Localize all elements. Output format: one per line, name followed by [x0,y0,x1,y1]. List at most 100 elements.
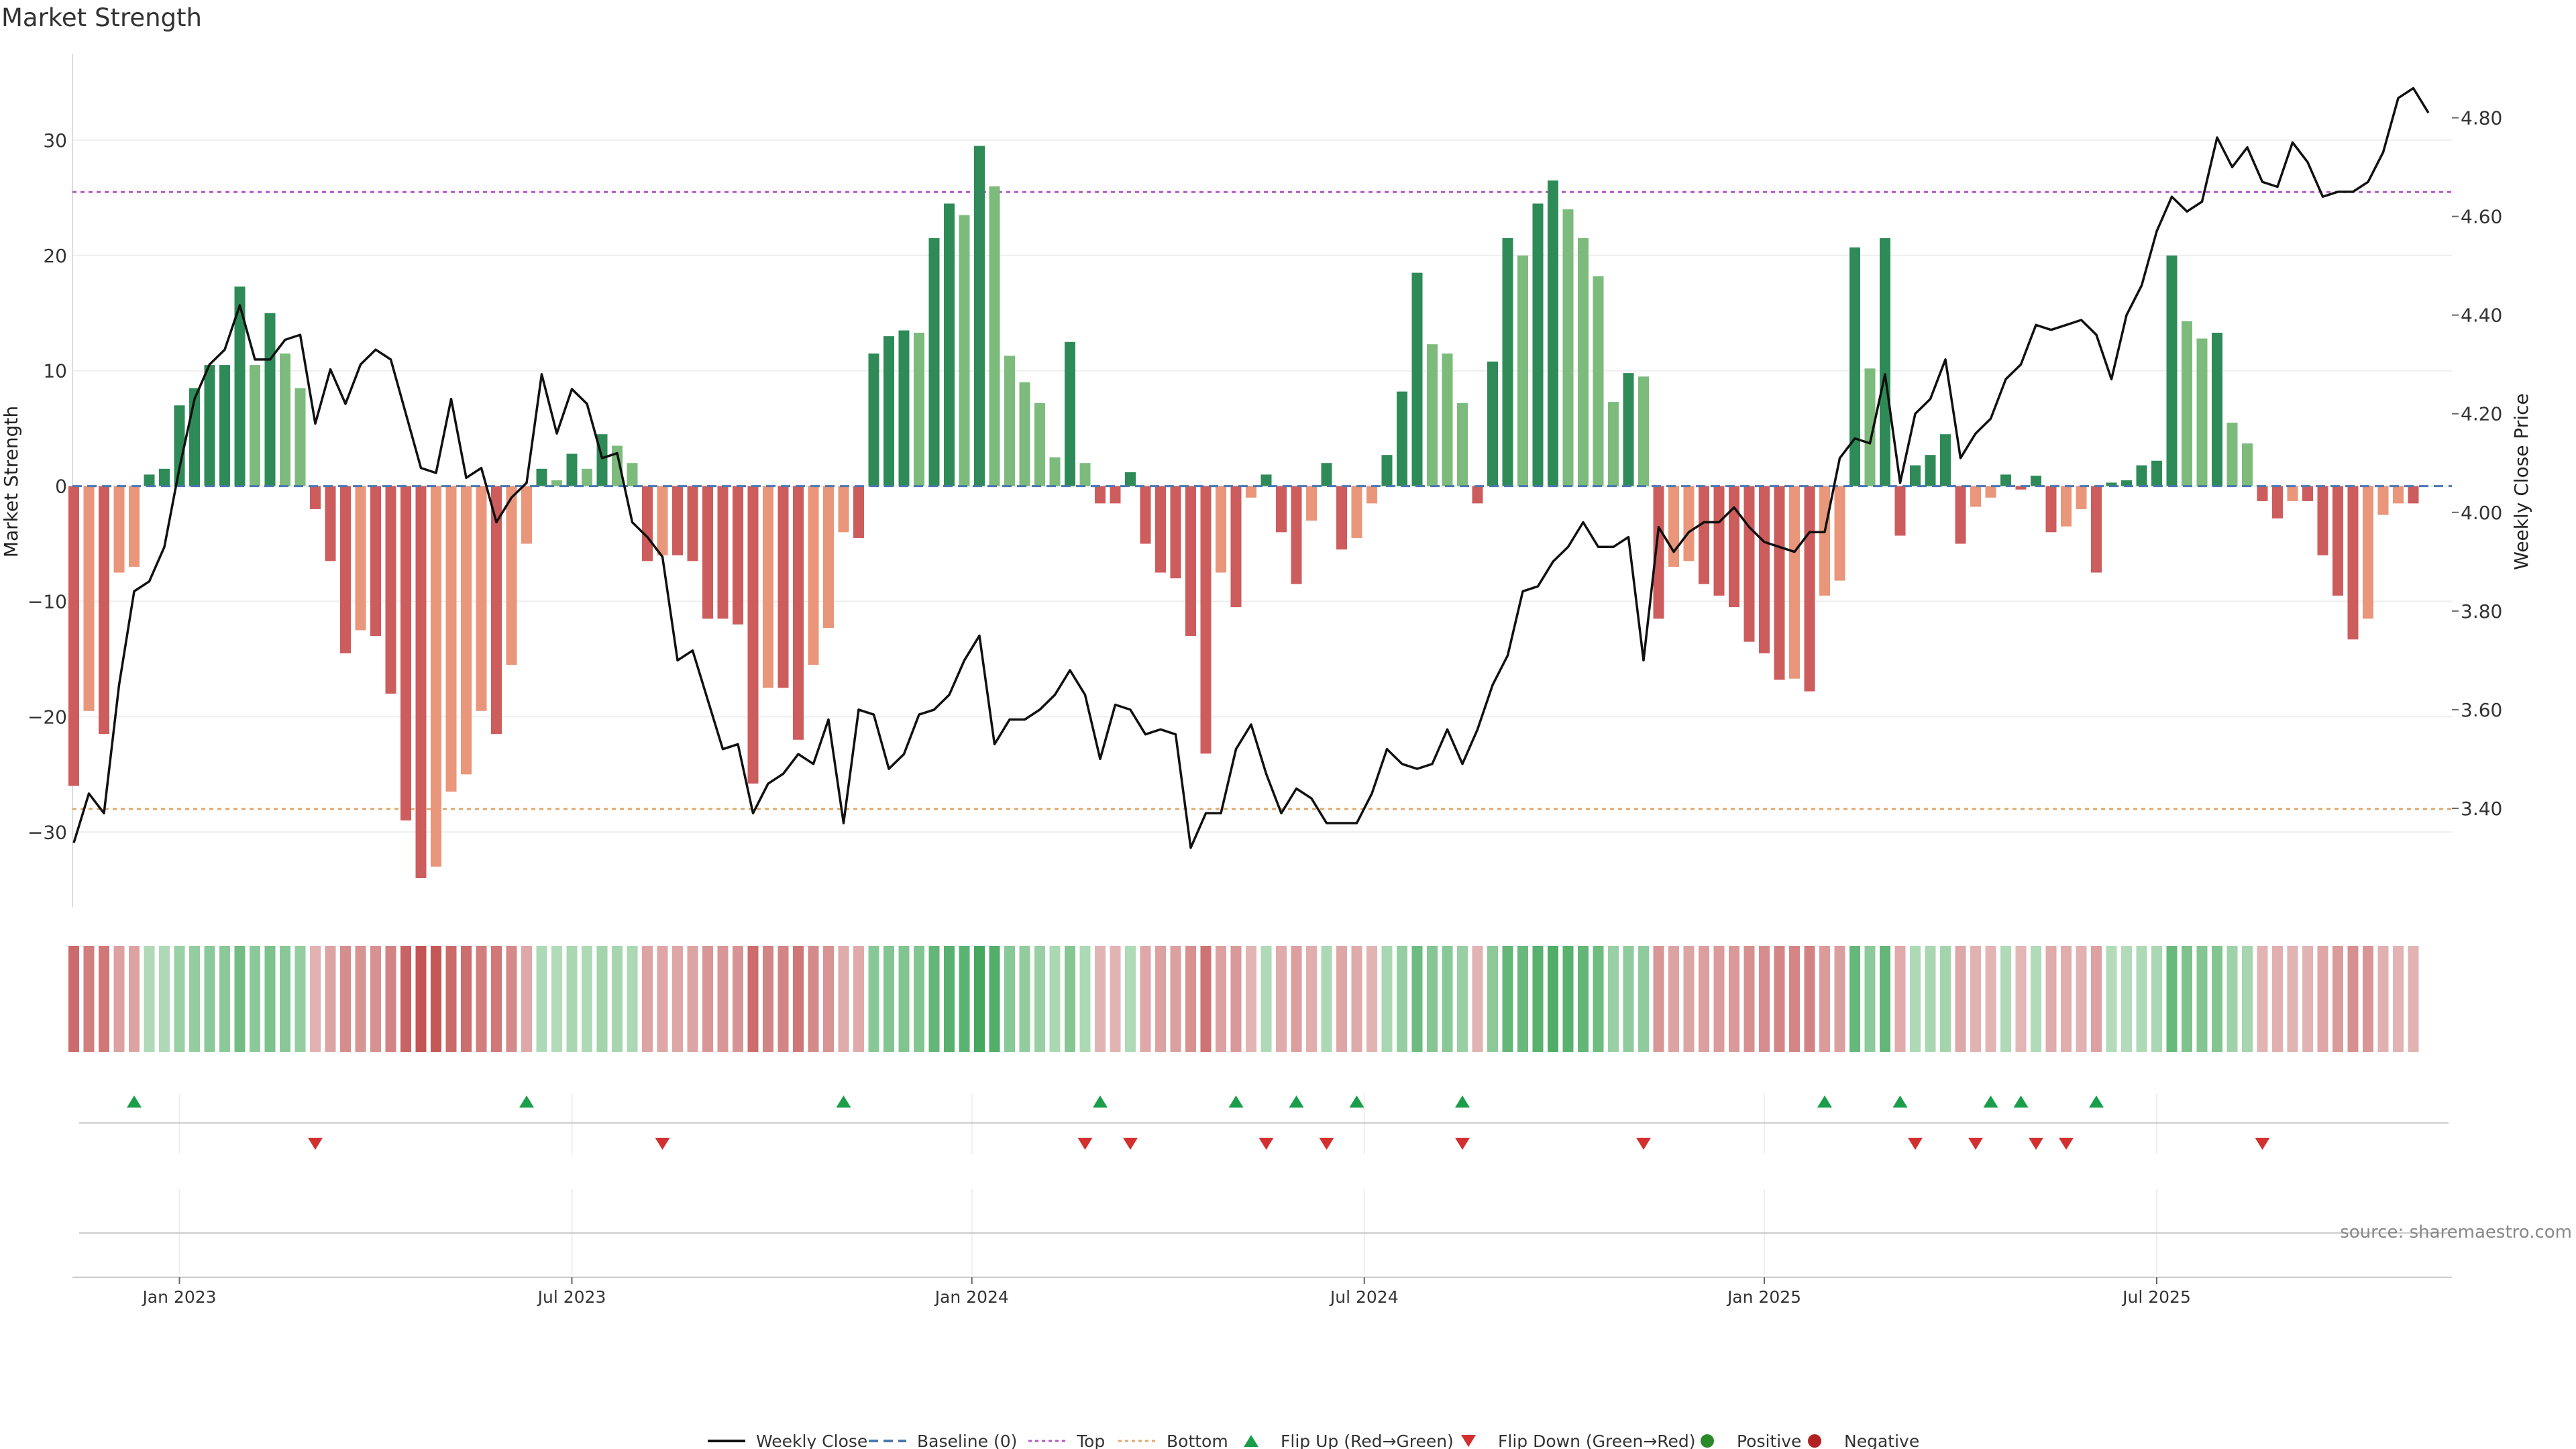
x-tick-label: Jul 2023 [537,1287,606,1307]
strength-bar [431,486,441,867]
strength-bar [2332,486,2343,596]
heat-cell [1699,946,1709,1052]
heat-cell [1894,946,1906,1052]
heat-cell [2015,946,2027,1052]
strength-bar [853,486,864,538]
strength-bar [747,486,759,784]
strength-bar [1276,486,1287,533]
strength-bar [1955,486,1966,544]
legend-circle-icon [1808,1434,1821,1448]
x-tick-label: Jan 2025 [1726,1287,1801,1307]
strength-bar [2347,486,2359,640]
heat-cell [1940,946,1951,1052]
strength-bar [476,486,487,711]
heat-cell [68,946,79,1052]
heat-cell [944,946,955,1052]
heat-cell [1411,946,1423,1052]
heat-cell [1487,946,1498,1052]
strength-bar [1321,463,1332,486]
weekly-close-series [72,87,2430,849]
heat-cell [808,946,819,1052]
heat-cell [83,946,95,1052]
strength-bar [883,336,894,486]
chart-title: Market Strength [1,3,202,32]
strength-bar [808,486,819,665]
strength-bar [1683,486,1695,561]
heat-cell [2393,946,2404,1052]
y2-tick-label: 4.40 [2461,305,2502,327]
strength-bar [1502,238,1513,486]
heat-cell [717,946,729,1052]
heat-cell [385,946,396,1052]
strength-bar [777,486,789,688]
heat-cell [264,946,276,1052]
strength-bar [204,365,215,486]
heat-cell [551,946,562,1052]
heat-cell [672,946,683,1052]
y2-tick-label: 4.20 [2461,403,2502,425]
heat-cell [687,946,698,1052]
strength-heat-strip [68,946,2419,1052]
heat-cell [1004,946,1015,1052]
heat-cell [989,946,1000,1052]
legend: Weekly Close Baseline (0) Top Bottom Flip Up… [708,1432,1919,1449]
heat-cell [657,946,668,1052]
legend-label: Negative [1844,1432,1919,1449]
source-note: source: sharemaestro.com [2340,1222,2572,1242]
heat-cell [763,946,773,1052]
heat-cell [2226,946,2238,1052]
strength-bar [974,146,985,486]
strength-bar [989,186,1000,486]
heat-cell [1925,946,1936,1052]
strength-bar [1487,361,1498,486]
strength-bar [1562,209,1574,486]
strength-bar [1699,486,1709,584]
heat-cell [431,946,441,1052]
strength-bar [1517,255,1528,486]
heat-cell [1789,946,1800,1052]
strength-bar [2091,486,2102,573]
strength-bar [1185,486,1196,637]
heat-cell [461,946,472,1052]
strength-bar [1532,203,1544,486]
heat-cell [1170,946,1181,1052]
strength-bar [763,486,773,688]
strength-bar [2242,443,2253,486]
strength-bar [1593,276,1604,486]
heat-cell [1834,946,1845,1052]
legend-label: Weekly Close [756,1432,867,1449]
heat-cell [189,946,200,1052]
strength-bar [551,480,562,486]
heat-cell [1457,946,1468,1052]
heat-cell [99,946,109,1052]
heat-cell [506,946,517,1052]
heat-cell [1729,946,1739,1052]
strength-bar [2151,460,2162,486]
strength-bar [1880,238,1890,486]
strength-bar [2182,321,2192,486]
heat-cell [445,946,457,1052]
strength-bar [1834,486,1845,581]
flip-up-marker [1228,1095,1244,1108]
heat-cell [898,946,910,1052]
flip-up-marker [1817,1095,1832,1108]
heat-cell [1623,946,1634,1052]
strength-bar [159,468,170,486]
heat-cell [1049,946,1061,1052]
strength-bar [1442,353,1453,486]
flip-down-marker [1077,1138,1093,1150]
positive-negative-panel [79,1189,2449,1275]
strength-bar [1049,457,1061,486]
strength-bar [914,332,924,486]
heat-cell [1246,946,1256,1052]
strength-bar [280,353,290,486]
flip-down-marker [2059,1138,2074,1150]
strength-bar [1578,238,1589,486]
heat-cell [959,946,970,1052]
strength-bar [2257,486,2268,501]
heat-cell [1034,946,1045,1052]
heat-cell [1819,946,1830,1052]
strength-bar [1819,486,1830,596]
strength-bar [1910,465,1921,486]
strength-bar [1095,486,1106,504]
